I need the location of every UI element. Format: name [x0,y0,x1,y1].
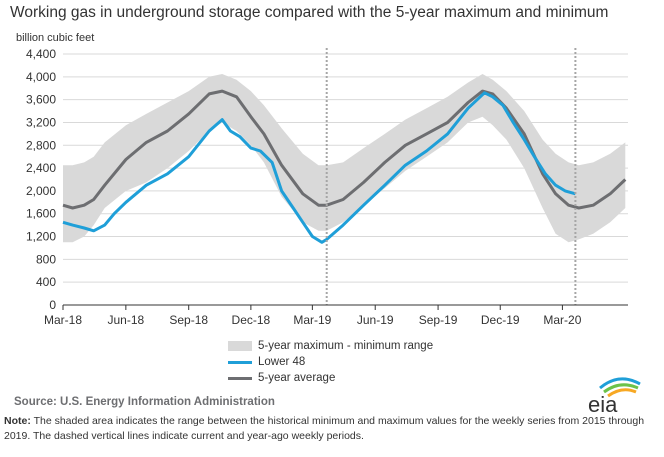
legend-item-average: 5-year average [228,370,433,386]
y-tick-label: 4,400 [26,47,56,61]
source-text: Source: U.S. Energy Information Administ… [14,396,275,408]
legend-swatch-lower48 [228,360,252,364]
series-line-lower-48 [62,91,576,244]
y-axis-label: billion cubic feet [16,32,95,44]
y-tick-label: 3,200 [26,115,56,129]
x-tick-label: Mar-20 [543,313,581,327]
legend-item-lower48: Lower 48 [228,354,433,370]
eia-logo-text: eia [588,392,618,417]
note-label: Note: [4,415,31,427]
y-tick-label: 800 [36,252,56,266]
x-tick-label: Mar-18 [44,313,82,327]
y-tick-label: 4,000 [26,70,56,84]
x-tick-label: Sep-18 [169,313,208,327]
y-tick-label: 3,600 [26,93,56,107]
eia-logo-icon [599,377,641,398]
y-tick-label: 2,000 [26,184,56,198]
legend-swatch-average [228,376,252,380]
y-tick-labels: 0 400 800 1,200 1,600 2,000 2,400 2,800 3,200 3,6… [26,47,56,312]
y-tick-label: 1,600 [26,207,56,221]
y-tick-label: 1,200 [26,230,56,244]
plot-area [62,74,627,244]
x-tick-label: Jun-18 [108,313,145,327]
legend: 5-year maximum - minimum range Lower 48 … [228,338,433,386]
x-tick-label: Mar-19 [293,313,331,327]
note-body: The shaded area indicates the range betw… [4,415,645,442]
x-tick-label: Dec-18 [232,313,271,327]
series-line-5-year-average [62,89,627,210]
chart-title: Working gas in underground storage compa… [10,4,609,21]
axes [62,304,628,310]
chart-plot: 0 400 800 1,200 1,600 2,000 2,400 2,800 3,200 3,6… [26,47,628,327]
x-tick-labels: Mar-18 Jun-18 Sep-18 Dec-18 Mar-19 Jun-19 Sep-… [44,313,582,327]
y-tick-label: 400 [36,275,56,289]
legend-label-lower48: Lower 48 [258,356,306,368]
y-tick-label: 2,800 [26,138,56,152]
legend-label-average: 5-year average [258,372,336,384]
y-tick-label: 0 [49,298,56,312]
range-band [63,74,626,243]
note-text: Note: The shaded area indicates the rang… [4,414,660,444]
x-tick-label: Jun-19 [357,313,394,327]
legend-label-range: 5-year maximum - minimum range [258,340,434,352]
x-tick-label: Sep-19 [419,313,458,327]
y-tick-label: 2,400 [26,161,56,175]
current-period-lines [325,48,577,305]
legend-item-range: 5-year maximum - minimum range [228,338,433,354]
x-tick-label: Dec-19 [481,313,520,327]
legend-swatch-range [228,341,252,351]
